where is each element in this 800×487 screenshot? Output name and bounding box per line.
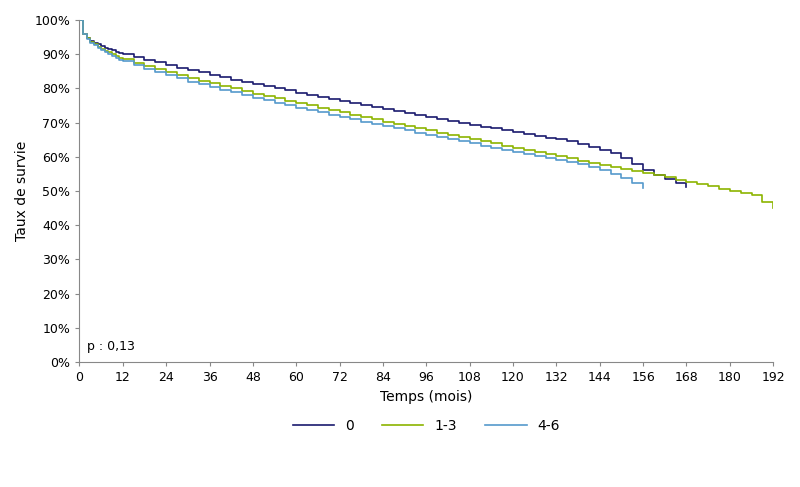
1-3 <box>638 170 648 176</box>
1-3 <box>768 205 778 211</box>
X-axis label: Temps (mois): Temps (mois) <box>380 390 473 404</box>
4-6 <box>551 157 561 163</box>
1-3 <box>378 119 388 125</box>
4-6 <box>140 66 150 72</box>
1-3 <box>660 174 670 180</box>
0 <box>150 59 160 65</box>
0 <box>660 176 670 182</box>
1-3 <box>248 91 258 96</box>
4-6 <box>215 87 225 93</box>
Y-axis label: Taux de survie: Taux de survie <box>15 141 29 241</box>
0 <box>584 144 594 150</box>
0 <box>194 70 203 75</box>
4-6 <box>74 17 84 23</box>
4-6 <box>335 114 345 120</box>
1-3 <box>693 181 702 187</box>
4-6 <box>118 58 128 64</box>
0 <box>74 17 84 23</box>
Line: 4-6: 4-6 <box>79 20 643 188</box>
4-6 <box>378 123 388 129</box>
Line: 0: 0 <box>79 20 686 187</box>
0 <box>346 100 355 106</box>
Legend: 0, 1-3, 4-6: 0, 1-3, 4-6 <box>287 413 566 438</box>
4-6 <box>638 186 648 191</box>
0 <box>682 184 691 190</box>
1-3 <box>74 17 84 23</box>
1-3 <box>162 70 171 75</box>
Line: 1-3: 1-3 <box>79 20 773 208</box>
0 <box>281 88 290 94</box>
Text: p : 0,13: p : 0,13 <box>86 340 134 354</box>
